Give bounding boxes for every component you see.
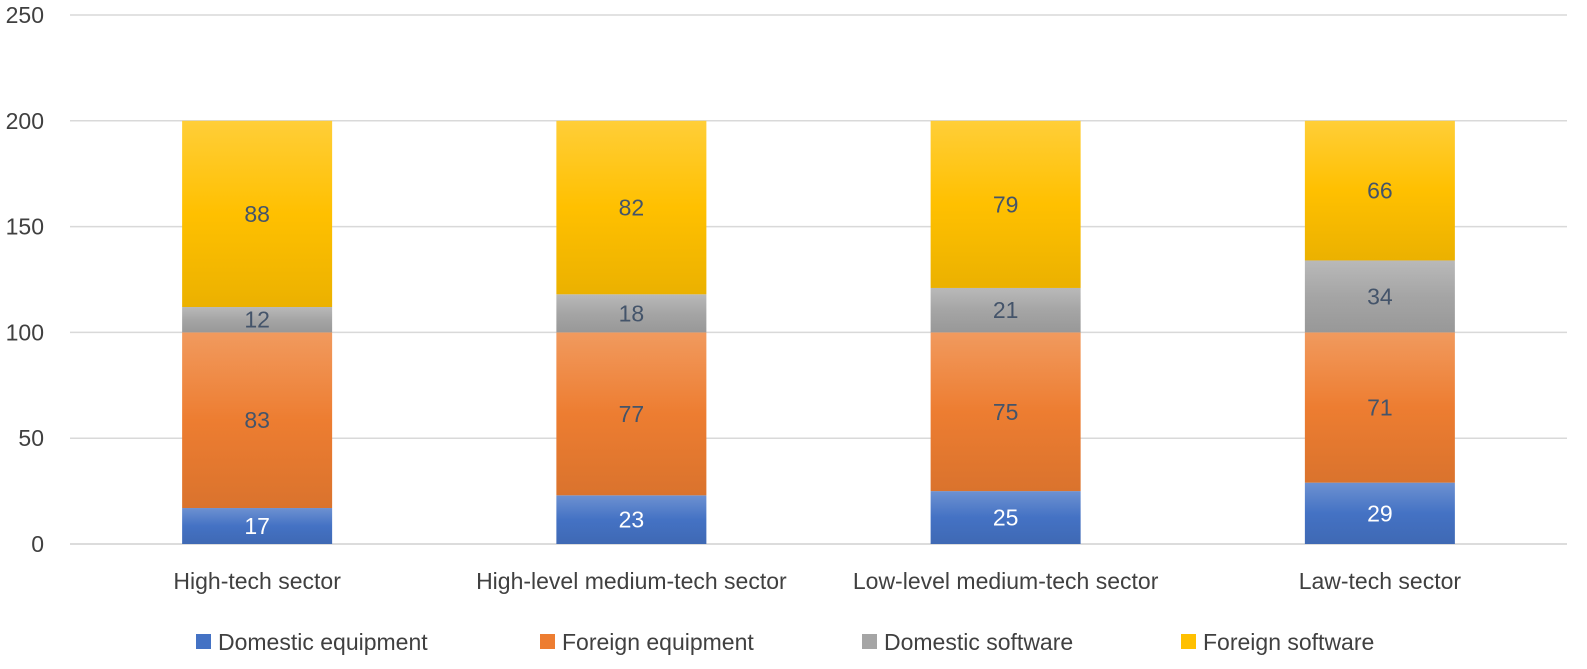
y-tick-label: 100 bbox=[6, 319, 44, 345]
data-label: 25 bbox=[993, 505, 1019, 531]
x-category-label: High-tech sector bbox=[173, 568, 341, 594]
y-axis-ticks: 0 50 100 150 200 250 bbox=[6, 2, 44, 557]
bar-segment bbox=[1304, 120, 1455, 261]
data-label: 82 bbox=[619, 195, 645, 221]
data-label: 66 bbox=[1367, 178, 1393, 204]
x-axis-categories: High-tech sector High-level medium-tech s… bbox=[173, 568, 1461, 594]
bar-segment bbox=[1304, 260, 1455, 333]
y-tick-label: 50 bbox=[18, 425, 44, 451]
bar-segment bbox=[182, 332, 333, 509]
data-label: 88 bbox=[244, 201, 270, 227]
data-label: 83 bbox=[244, 407, 270, 433]
data-label: 17 bbox=[244, 513, 270, 539]
legend-label: Foreign software bbox=[1203, 629, 1374, 655]
x-category-label: Law-tech sector bbox=[1299, 568, 1462, 594]
legend-swatch bbox=[540, 634, 555, 649]
legend-swatch bbox=[196, 634, 211, 649]
legend-label: Foreign equipment bbox=[562, 629, 754, 655]
x-category-label: Low-level medium-tech sector bbox=[853, 568, 1159, 594]
bar-segment bbox=[930, 491, 1081, 544]
bar-segment bbox=[556, 120, 707, 295]
bar-segment bbox=[930, 120, 1081, 288]
data-label: 75 bbox=[993, 399, 1019, 425]
bar-segment bbox=[182, 120, 333, 308]
y-tick-label: 0 bbox=[31, 531, 44, 557]
bar-segment bbox=[556, 332, 707, 496]
legend-label: Domestic software bbox=[884, 629, 1073, 655]
bar-segment bbox=[556, 495, 707, 544]
bar-segment bbox=[1304, 332, 1455, 483]
bars: 17 83 12 88 23 77 18 82 25 75 21 79 29 71 34 66 bbox=[182, 120, 1455, 544]
y-tick-label: 150 bbox=[6, 214, 44, 240]
legend-swatch bbox=[1181, 634, 1196, 649]
legend-swatch bbox=[862, 634, 877, 649]
data-label: 79 bbox=[993, 191, 1019, 217]
data-label: 18 bbox=[619, 300, 645, 326]
data-label: 21 bbox=[993, 297, 1019, 323]
y-tick-label: 200 bbox=[6, 108, 44, 134]
bar-segment bbox=[182, 307, 333, 333]
data-label: 12 bbox=[244, 307, 270, 333]
bar-segment bbox=[930, 287, 1081, 333]
data-label: 77 bbox=[619, 401, 645, 427]
data-label: 29 bbox=[1367, 500, 1393, 526]
bar-segment bbox=[930, 332, 1081, 492]
legend-label: Domestic equipment bbox=[218, 629, 428, 655]
legend: Domestic equipment Foreign equipment Domes… bbox=[196, 629, 1374, 655]
data-label: 34 bbox=[1367, 283, 1393, 309]
bar-segment bbox=[1304, 482, 1455, 544]
x-category-label: High-level medium-tech sector bbox=[476, 568, 787, 594]
bar-segment bbox=[556, 294, 707, 333]
data-label: 23 bbox=[619, 507, 645, 533]
bar-segment bbox=[182, 508, 333, 544]
data-label: 71 bbox=[1367, 395, 1393, 421]
y-tick-label: 250 bbox=[6, 2, 44, 28]
